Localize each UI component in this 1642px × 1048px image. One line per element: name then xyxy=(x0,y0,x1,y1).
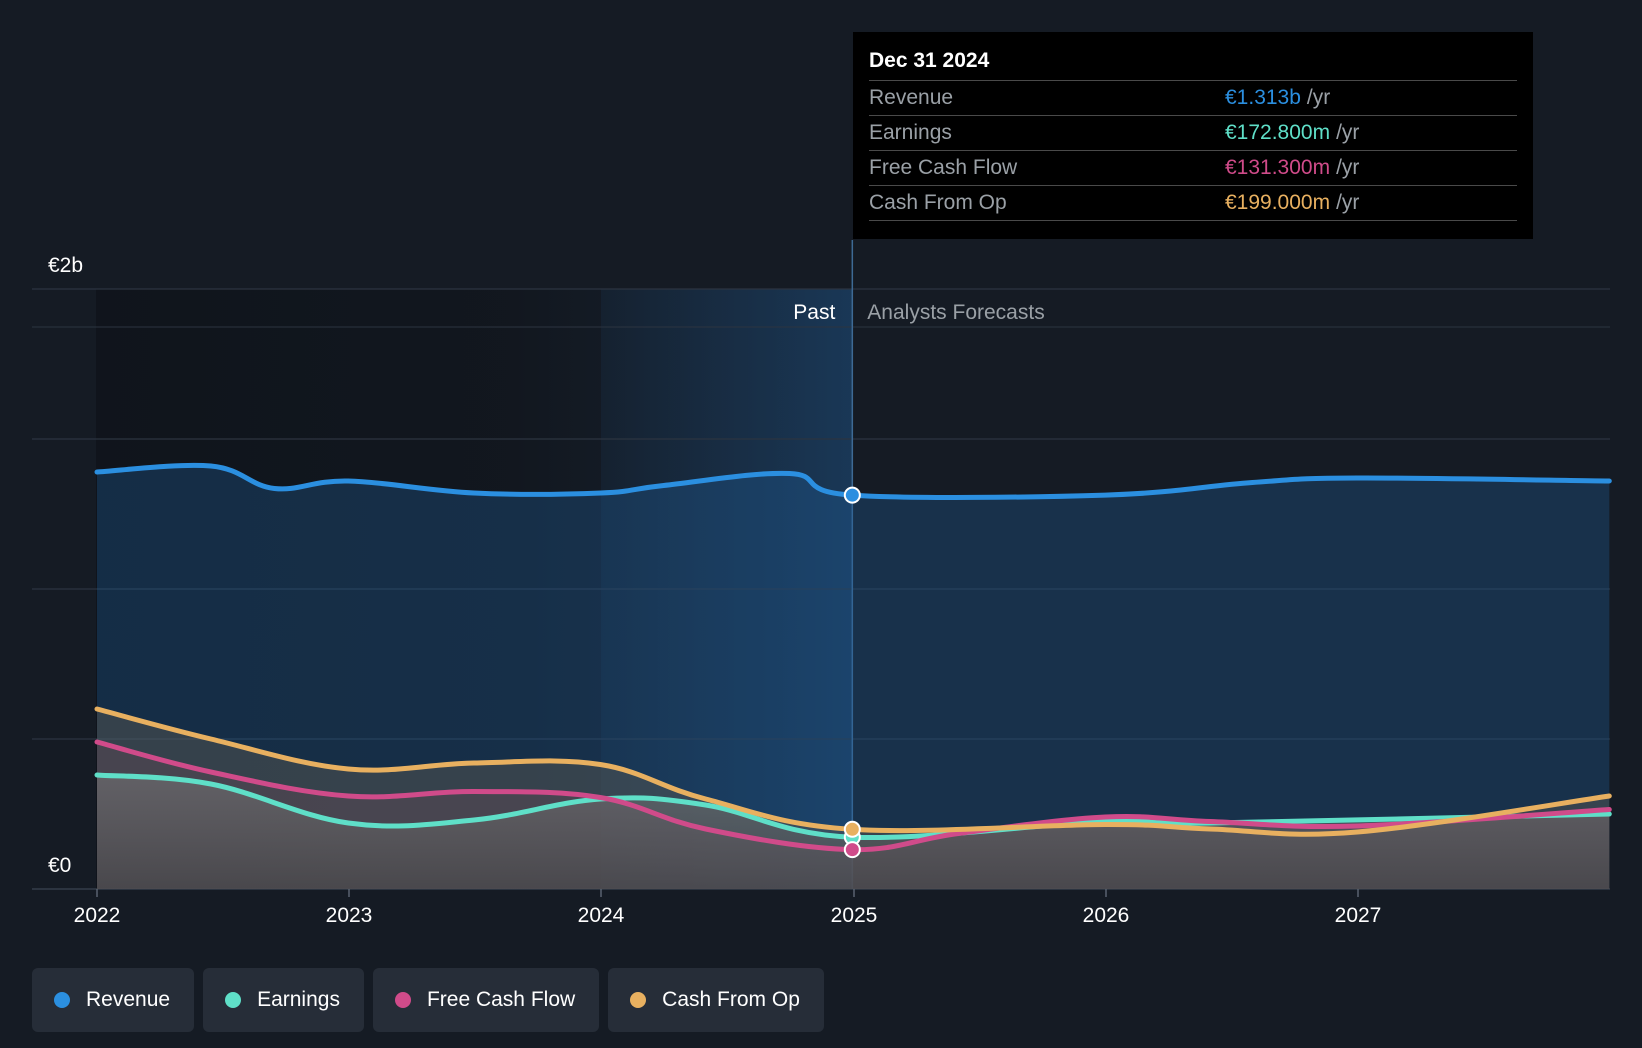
tooltip-value: €131.300m xyxy=(1225,156,1331,179)
tooltip-value: €199.000m xyxy=(1225,191,1331,214)
tooltip-label: Revenue xyxy=(869,86,954,109)
free-cash-flow-marker xyxy=(843,841,861,859)
free-cash-flow-line xyxy=(94,739,1612,853)
tooltip-unit: /yr xyxy=(1336,121,1360,144)
tooltip-row-revenue: Revenue €1.313b /yr xyxy=(869,80,1517,115)
tooltip-label: Cash From Op xyxy=(869,191,1007,214)
legend-label: Earnings xyxy=(257,988,340,1011)
legend-label: Cash From Op xyxy=(662,988,800,1011)
earnings-area xyxy=(97,775,1610,889)
legend-dot-icon xyxy=(394,992,411,1008)
tooltip-unit: /yr xyxy=(1306,86,1331,109)
revenue-marker xyxy=(843,486,861,504)
legend-label: Free Cash Flow xyxy=(426,988,576,1011)
past-label: Past xyxy=(793,301,835,324)
tooltip-panel: Dec 31 2024 Revenue €1.313b /yr Earnings… xyxy=(853,32,1533,239)
forecast-label: Analysts Forecasts xyxy=(867,301,1044,324)
tooltip-value: €172.800m xyxy=(1225,121,1331,144)
chart-legend: Revenue Earnings Free Cash Flow Cash Fro… xyxy=(32,968,824,1032)
x-axis-tick-label: 2022 xyxy=(74,904,121,927)
legend-item-cash-from-op[interactable]: Cash From Op xyxy=(608,968,824,1032)
tooltip-unit: /yr xyxy=(1336,156,1360,179)
legend-item-earnings[interactable]: Earnings xyxy=(203,968,364,1032)
cash-from-op-marker xyxy=(843,820,861,838)
tooltip-label: Free Cash Flow xyxy=(869,156,1018,179)
x-axis-tick-label: 2025 xyxy=(831,904,878,927)
legend-item-free-cash-flow[interactable]: Free Cash Flow xyxy=(372,968,600,1032)
x-axis-tick-label: 2026 xyxy=(1083,904,1130,927)
tooltip-value: €1.313b xyxy=(1225,86,1301,109)
tooltip-unit: /yr xyxy=(1336,191,1360,214)
y-axis-label-top: €2b xyxy=(48,254,83,277)
legend-dot-icon xyxy=(225,992,242,1008)
legend-dot-icon xyxy=(630,992,647,1008)
cash-from-op-line xyxy=(94,706,1612,837)
tooltip-row-earnings: Earnings €172.800m /yr xyxy=(869,115,1517,150)
tooltip-row-free-cash-flow: Free Cash Flow €131.300m /yr xyxy=(869,150,1517,185)
legend-label: Revenue xyxy=(86,988,171,1011)
tooltip-label: Earnings xyxy=(869,121,952,144)
tooltip-row-cash-from-op: Cash From Op €199.000m /yr xyxy=(869,185,1517,221)
revenue-area xyxy=(97,465,1610,889)
tooltip-date: Dec 31 2024 xyxy=(869,49,990,72)
x-axis-tick-label: 2027 xyxy=(1335,904,1382,927)
x-axis-tick-label: 2023 xyxy=(326,904,373,927)
revenue-line xyxy=(94,462,1612,500)
x-axis-tick-label: 2024 xyxy=(578,904,625,927)
legend-item-revenue[interactable]: Revenue xyxy=(32,968,195,1032)
y-axis-label-bottom: €0 xyxy=(48,854,71,877)
legend-dot-icon xyxy=(54,992,70,1008)
